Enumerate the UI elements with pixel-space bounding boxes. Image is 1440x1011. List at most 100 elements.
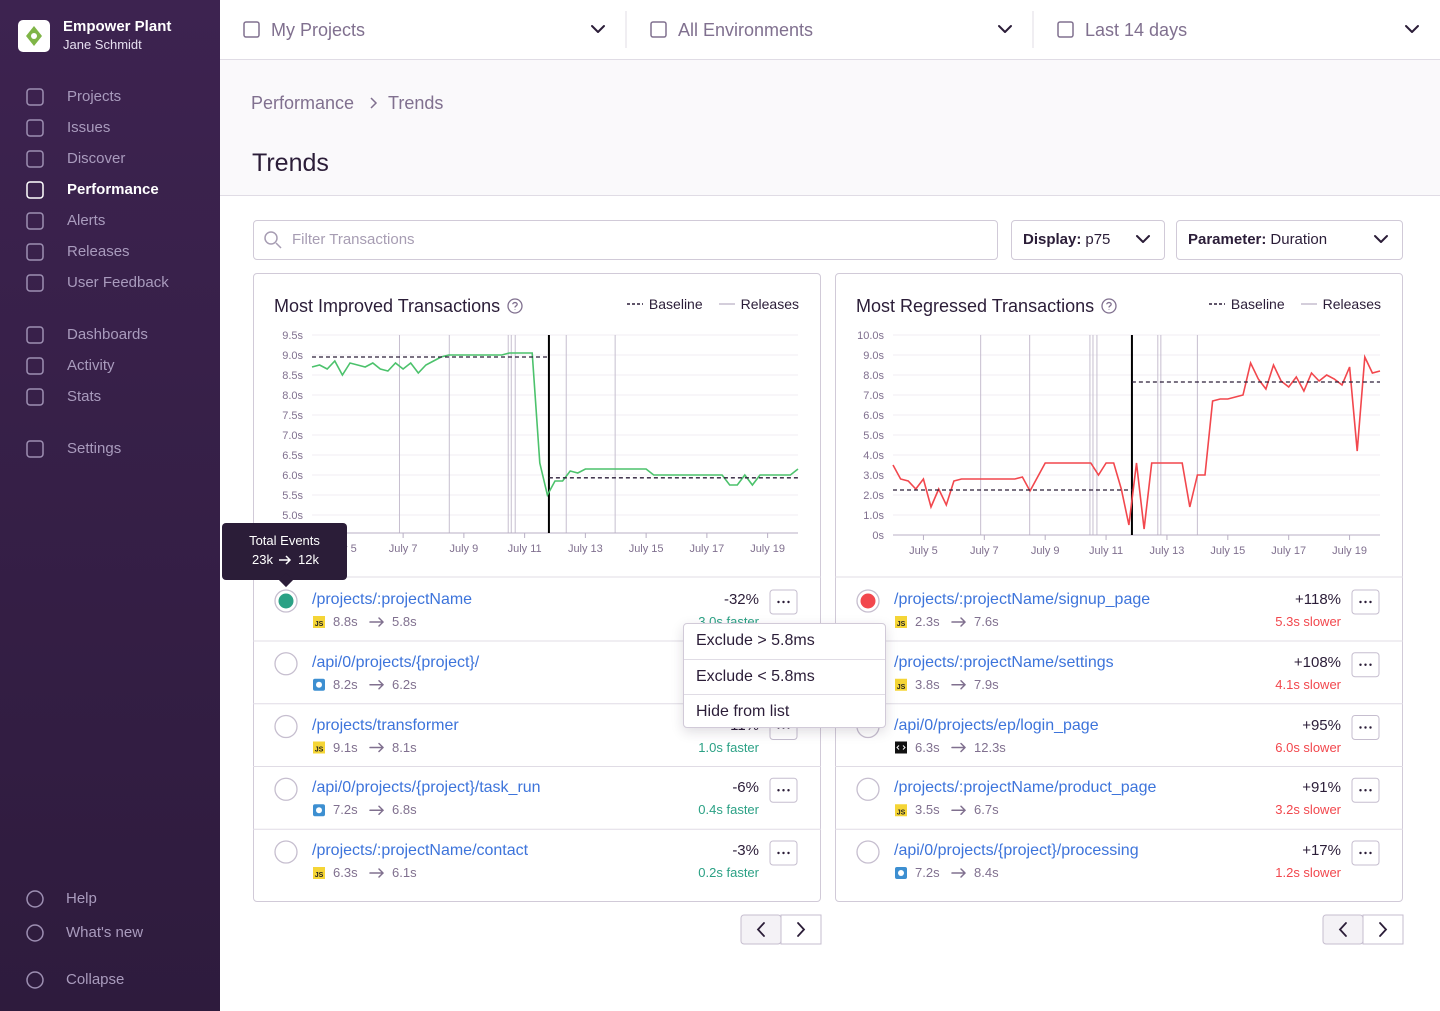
- platform-icon: [895, 678, 907, 691]
- nav-item[interactable]: Discover: [67, 150, 126, 167]
- duration-to: 6.1s: [392, 865, 417, 880]
- change-percent: -3%: [732, 842, 759, 859]
- platform-icon-mark: [316, 681, 322, 688]
- legend-swatch: [1300, 303, 1317, 305]
- selector-label[interactable]: My Projects: [271, 20, 366, 40]
- nav-icon: [26, 890, 44, 908]
- arrow-icon: [951, 868, 967, 878]
- user-name: Jane Schmidt: [63, 37, 142, 52]
- help-icon[interactable]: [1101, 298, 1117, 314]
- selector-label[interactable]: Last 14 days: [1085, 20, 1188, 40]
- platform-icon: [895, 616, 907, 628]
- pagination-button[interactable]: [1362, 914, 1404, 945]
- duration-from: 2.3s: [915, 614, 940, 629]
- transaction-name[interactable]: /api/0/projects/{project}/task_run: [312, 779, 541, 797]
- transaction-name[interactable]: /projects/transformer: [312, 716, 459, 734]
- x-tick-label: July 13: [1150, 545, 1185, 557]
- pagination-button[interactable]: [780, 914, 822, 945]
- nav-item[interactable]: Stats: [67, 388, 102, 405]
- transaction-name[interactable]: /api/0/projects/{project}/: [312, 653, 480, 671]
- chevron-icon: [1136, 235, 1150, 243]
- platform-icon: [313, 616, 325, 628]
- display-select-text[interactable]: Display: p75: [1023, 228, 1110, 252]
- more-dot: [1359, 726, 1362, 729]
- duration-to: 5.8s: [392, 614, 417, 629]
- y-tick-label: 9.0s: [863, 350, 884, 362]
- legend-label[interactable]: Releases: [740, 296, 799, 312]
- nav-item[interactable]: Issues: [67, 119, 111, 136]
- nav-icon: [26, 274, 44, 292]
- more-dot: [1364, 600, 1367, 604]
- more-dot: [1364, 726, 1367, 729]
- selector-icon: [1057, 21, 1074, 38]
- y-tick-label: 5.0s: [282, 510, 303, 522]
- display-select[interactable]: [1011, 220, 1165, 260]
- menu-item[interactable]: Hide from list: [684, 694, 885, 729]
- legend-swatch: [626, 303, 643, 305]
- parameter-select-text[interactable]: Parameter: Duration: [1188, 228, 1327, 252]
- baseline-line: [312, 356, 798, 479]
- transaction-name[interactable]: /projects/:projectName/contact: [312, 842, 529, 859]
- x-tick-label: July 17: [689, 543, 724, 555]
- select-value: Duration: [1270, 231, 1328, 248]
- change-delta: 3.2s slower: [1275, 802, 1341, 818]
- nav-item[interactable]: What's new: [66, 924, 144, 941]
- duration-to: 6.7s: [974, 802, 999, 818]
- legend-label[interactable]: Releases: [1322, 296, 1381, 312]
- duration-to: 7.6s: [974, 614, 999, 629]
- transaction-name[interactable]: /api/0/projects/ep/login_page: [894, 716, 1099, 734]
- more-dot: [777, 600, 780, 604]
- legend-label[interactable]: Baseline: [648, 296, 703, 312]
- transaction-name[interactable]: /api/0/projects/{project}/processing: [894, 842, 1139, 859]
- menu-item[interactable]: Exclude < 5.8ms: [684, 659, 885, 694]
- nav-item[interactable]: Alerts: [67, 212, 106, 229]
- duration-from: 6.3s: [333, 865, 358, 880]
- arrow-icon: [369, 742, 385, 753]
- nav-item[interactable]: Activity: [67, 357, 115, 374]
- row-radio-selected: [278, 593, 294, 609]
- nav-item[interactable]: Releases: [67, 243, 130, 260]
- duration-to: 8.1s: [392, 739, 417, 755]
- nav-item[interactable]: User Feedback: [67, 274, 169, 291]
- selector-label[interactable]: All Environments: [678, 20, 814, 40]
- arrow-icon: [951, 680, 967, 690]
- legend-label[interactable]: Baseline: [1230, 296, 1285, 312]
- y-tick-label: 8.5s: [282, 370, 303, 382]
- x-tick-label: July 7: [389, 543, 418, 555]
- nav-item[interactable]: Dashboards: [67, 326, 148, 343]
- chevron-icon: [1405, 25, 1419, 33]
- transaction-name[interactable]: /projects/:projectName: [312, 591, 473, 608]
- y-tick-label: 6.0s: [282, 470, 303, 482]
- change-percent: -6%: [732, 779, 759, 797]
- parameter-select[interactable]: [1176, 220, 1403, 260]
- nav-item[interactable]: Help: [66, 890, 97, 907]
- transaction-name[interactable]: /projects/:projectName/settings: [894, 653, 1114, 671]
- change-delta: 4.1s slower: [1275, 676, 1341, 692]
- nav-item[interactable]: Performance: [67, 181, 159, 198]
- duration-from: 7.2s: [915, 865, 940, 880]
- select-label: Display:: [1023, 231, 1082, 248]
- transaction-name[interactable]: /projects/:projectName/product_page: [894, 779, 1157, 797]
- search-box[interactable]: [253, 220, 998, 260]
- nav-item[interactable]: Projects: [67, 88, 122, 105]
- help-icon[interactable]: [507, 298, 523, 314]
- pagination-button[interactable]: [740, 914, 782, 945]
- menu-item[interactable]: Exclude > 5.8ms: [696, 632, 815, 649]
- breadcrumb[interactable]: Performance: [251, 93, 355, 113]
- transaction-name[interactable]: /projects/:projectName/signup_page: [894, 591, 1151, 608]
- nav-item[interactable]: Settings: [67, 440, 122, 457]
- legend-swatch: [1208, 303, 1225, 305]
- duration-from: 3.8s: [915, 676, 940, 692]
- duration-to: 6.2s: [392, 676, 417, 692]
- pagination-button[interactable]: [1322, 914, 1364, 945]
- nav-item[interactable]: Collapse: [66, 971, 125, 988]
- tooltip-title: Total Events: [249, 533, 320, 548]
- help-icon-ring: [507, 298, 523, 314]
- duration-from: 3.5s: [915, 802, 940, 818]
- nav-icon: [26, 150, 44, 168]
- change-delta: 1.2s slower: [1275, 865, 1341, 880]
- more-dot: [1369, 726, 1372, 729]
- help-icon-mark: [512, 301, 518, 310]
- chevron-icon: [1374, 235, 1388, 243]
- nav-icon: [26, 971, 44, 989]
